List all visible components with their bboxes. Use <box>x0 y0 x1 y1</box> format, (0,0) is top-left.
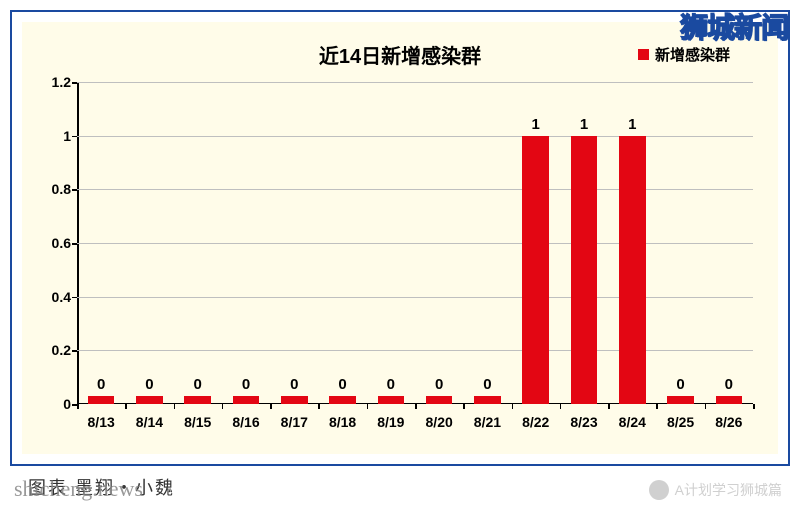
x-axis-label: 8/20 <box>426 414 453 430</box>
bar <box>233 396 260 404</box>
bar-slot <box>656 82 704 404</box>
bar-slot <box>705 82 753 404</box>
y-axis-label: 1 <box>41 128 71 144</box>
x-tick <box>753 404 755 409</box>
watermark-top-right: 狮城新闻 <box>680 6 788 46</box>
x-axis-label: 8/23 <box>570 414 597 430</box>
x-tick <box>318 404 320 409</box>
x-axis-label: 8/14 <box>136 414 163 430</box>
x-tick <box>560 404 562 409</box>
bar <box>329 396 356 404</box>
plot-area: 00.20.40.60.811.208/1308/1408/1508/1608/… <box>77 82 753 404</box>
bar-value-label: 0 <box>387 376 395 393</box>
bar <box>522 136 549 404</box>
x-tick <box>415 404 417 409</box>
bar-slot <box>463 82 511 404</box>
bar-value-label: 0 <box>338 376 346 393</box>
bar-value-label: 0 <box>483 376 491 393</box>
y-axis-label: 0.2 <box>41 342 71 358</box>
x-tick <box>222 404 224 409</box>
wechat-icon <box>649 480 669 500</box>
bar <box>667 396 694 404</box>
x-tick <box>512 404 514 409</box>
x-axis-label: 8/19 <box>377 414 404 430</box>
wechat-text: A计划学习狮城篇 <box>675 480 782 500</box>
chart-container: 近14日新增感染群 新增感染群 00.20.40.60.811.208/1308… <box>22 22 778 454</box>
x-tick <box>174 404 176 409</box>
chart-legend: 新增感染群 <box>638 44 730 65</box>
x-tick <box>125 404 127 409</box>
x-axis-label: 8/16 <box>232 414 259 430</box>
bar <box>474 396 501 404</box>
x-tick <box>367 404 369 409</box>
x-tick <box>705 404 707 409</box>
bar-value-label: 0 <box>290 376 298 393</box>
x-tick <box>270 404 272 409</box>
bar-value-label: 0 <box>145 376 153 393</box>
x-axis-label: 8/17 <box>281 414 308 430</box>
bar <box>619 136 646 404</box>
y-axis-label: 1.2 <box>41 74 71 90</box>
bar-slot <box>415 82 463 404</box>
bar-slot <box>125 82 173 404</box>
watermark-bottom-left: shicheng.news <box>14 476 143 502</box>
bar <box>136 396 163 404</box>
bar-value-label: 0 <box>435 376 443 393</box>
bar <box>378 396 405 404</box>
x-axis-label: 8/26 <box>715 414 742 430</box>
bar-slot <box>222 82 270 404</box>
bar-slot <box>77 82 125 404</box>
x-tick <box>656 404 658 409</box>
bar-value-label: 1 <box>580 116 588 133</box>
bar-slot <box>270 82 318 404</box>
y-axis-label: 0.8 <box>41 181 71 197</box>
bar <box>571 136 598 404</box>
x-axis-label: 8/13 <box>88 414 115 430</box>
bar <box>426 396 453 404</box>
bar-value-label: 0 <box>676 376 684 393</box>
x-tick <box>463 404 465 409</box>
x-axis-label: 8/21 <box>474 414 501 430</box>
bar-value-label: 1 <box>532 116 540 133</box>
y-axis-label: 0.4 <box>41 289 71 305</box>
y-axis-label: 0.6 <box>41 235 71 251</box>
bar-value-label: 0 <box>97 376 105 393</box>
x-axis-label: 8/18 <box>329 414 356 430</box>
bar-value-label: 0 <box>725 376 733 393</box>
bar-value-label: 0 <box>194 376 202 393</box>
x-axis-label: 8/22 <box>522 414 549 430</box>
bar-slot <box>174 82 222 404</box>
wechat-badge: A计划学习狮城篇 <box>649 480 782 500</box>
bar <box>716 396 743 404</box>
bar-slot <box>367 82 415 404</box>
x-axis-label: 8/24 <box>619 414 646 430</box>
x-tick <box>77 404 79 409</box>
x-tick <box>608 404 610 409</box>
bar <box>184 396 211 404</box>
bar-value-label: 0 <box>242 376 250 393</box>
x-axis-label: 8/15 <box>184 414 211 430</box>
bar <box>281 396 308 404</box>
y-axis-label: 0 <box>41 396 71 412</box>
bar-value-label: 1 <box>628 116 636 133</box>
x-axis-label: 8/25 <box>667 414 694 430</box>
legend-swatch <box>638 49 649 60</box>
legend-label: 新增感染群 <box>655 44 730 65</box>
bar-slot <box>318 82 366 404</box>
bar <box>88 396 115 404</box>
